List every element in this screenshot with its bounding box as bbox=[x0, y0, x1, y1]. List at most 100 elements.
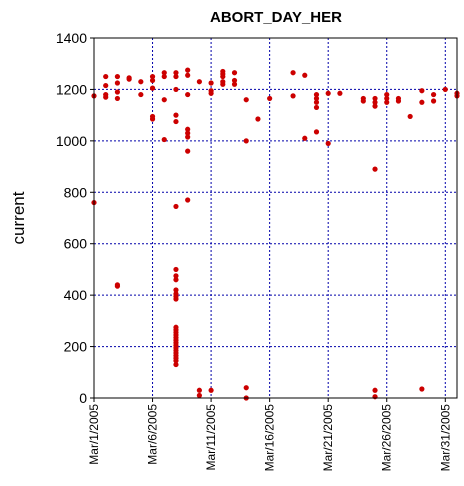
data-point bbox=[220, 81, 226, 87]
data-point bbox=[407, 113, 413, 120]
data-point bbox=[243, 385, 249, 391]
data-point bbox=[173, 118, 179, 125]
data-point bbox=[384, 95, 390, 102]
data-point bbox=[243, 97, 249, 103]
data-point bbox=[384, 91, 390, 98]
data-point bbox=[185, 67, 191, 73]
data-point bbox=[372, 99, 378, 105]
data-point bbox=[173, 296, 179, 302]
data-point bbox=[114, 95, 121, 102]
data-point bbox=[161, 136, 167, 143]
data-point bbox=[173, 112, 179, 118]
data-point bbox=[161, 97, 167, 103]
data-point bbox=[372, 103, 378, 109]
data-point bbox=[185, 197, 191, 203]
x-tick-label: Mar/16/2005 bbox=[263, 404, 277, 472]
data-point bbox=[196, 392, 202, 399]
y-tick-label: 1000 bbox=[56, 133, 87, 149]
y-tick-label: 400 bbox=[64, 287, 88, 303]
chart-title: ABORT_DAY_HER bbox=[210, 9, 342, 26]
data-point bbox=[372, 387, 378, 393]
data-point bbox=[173, 361, 179, 368]
data-point bbox=[430, 98, 437, 104]
data-point bbox=[126, 76, 132, 82]
data-point bbox=[255, 116, 261, 122]
data-point bbox=[313, 99, 320, 105]
data-points bbox=[91, 67, 460, 401]
data-point bbox=[196, 387, 202, 393]
x-tick-label: Mar/21/2005 bbox=[321, 404, 335, 472]
data-point bbox=[372, 95, 378, 102]
data-point bbox=[419, 88, 425, 94]
y-tick-label: 200 bbox=[64, 339, 88, 355]
data-point bbox=[103, 73, 109, 80]
data-point bbox=[208, 80, 214, 86]
y-tick-label: 1400 bbox=[56, 30, 87, 46]
data-point bbox=[173, 358, 179, 364]
data-point bbox=[372, 166, 378, 172]
data-point bbox=[173, 277, 179, 283]
data-point bbox=[185, 126, 191, 132]
data-point bbox=[384, 99, 390, 105]
y-tick-label: 0 bbox=[79, 390, 87, 406]
data-point bbox=[419, 99, 425, 105]
data-point bbox=[313, 104, 320, 111]
data-point bbox=[185, 130, 191, 136]
x-tick-labels: Mar/1/2005 Mar/6/2005 Mar/11/2005 Mar/16/20… bbox=[87, 398, 452, 471]
data-point bbox=[442, 86, 448, 93]
data-point bbox=[149, 77, 156, 84]
data-point bbox=[325, 90, 331, 96]
data-point bbox=[220, 73, 226, 80]
data-point bbox=[302, 72, 308, 78]
data-point bbox=[185, 134, 191, 140]
data-point bbox=[114, 283, 121, 289]
data-point bbox=[173, 273, 179, 279]
data-point bbox=[149, 85, 156, 91]
x-tick-label: Mar/6/2005 bbox=[146, 404, 160, 465]
data-point bbox=[360, 98, 366, 104]
data-point bbox=[290, 70, 296, 76]
data-point bbox=[138, 91, 144, 98]
data-point bbox=[290, 93, 296, 99]
y-tick-label: 800 bbox=[64, 184, 88, 200]
data-point bbox=[231, 77, 238, 84]
data-point bbox=[173, 73, 179, 80]
data-point bbox=[430, 91, 437, 98]
data-point bbox=[325, 140, 331, 147]
data-point bbox=[302, 135, 308, 141]
data-point bbox=[173, 266, 179, 273]
data-point bbox=[185, 72, 191, 78]
data-point bbox=[243, 138, 249, 144]
data-point bbox=[395, 98, 402, 104]
data-point bbox=[173, 287, 179, 293]
data-point bbox=[313, 95, 320, 102]
data-point bbox=[267, 95, 273, 102]
data-point bbox=[313, 91, 320, 98]
data-point bbox=[185, 91, 191, 98]
data-point bbox=[114, 80, 121, 86]
data-point bbox=[173, 86, 179, 93]
data-point bbox=[114, 89, 121, 95]
data-point bbox=[138, 79, 144, 85]
y-tick-label: 1200 bbox=[56, 81, 87, 97]
data-point bbox=[173, 203, 179, 210]
y-axis-label: current bbox=[9, 191, 28, 244]
x-tick-label: Mar/26/2005 bbox=[380, 404, 394, 472]
data-point bbox=[161, 70, 167, 76]
plot-frame bbox=[93, 37, 458, 399]
data-point bbox=[114, 73, 121, 80]
x-tick-label: Mar/1/2005 bbox=[87, 404, 101, 465]
x-tick-label: Mar/11/2005 bbox=[204, 404, 218, 471]
grid-lines bbox=[94, 38, 457, 398]
data-point bbox=[149, 116, 156, 122]
data-point bbox=[103, 94, 109, 100]
data-point bbox=[231, 70, 238, 76]
data-point bbox=[185, 148, 191, 154]
data-point bbox=[208, 387, 214, 393]
data-point bbox=[173, 70, 179, 76]
y-tick-label: 600 bbox=[64, 236, 88, 252]
y-tick-labels: 0 200 400 600 800 1000 1200 1400 bbox=[56, 30, 94, 406]
data-point bbox=[208, 90, 214, 96]
data-point bbox=[103, 82, 109, 89]
